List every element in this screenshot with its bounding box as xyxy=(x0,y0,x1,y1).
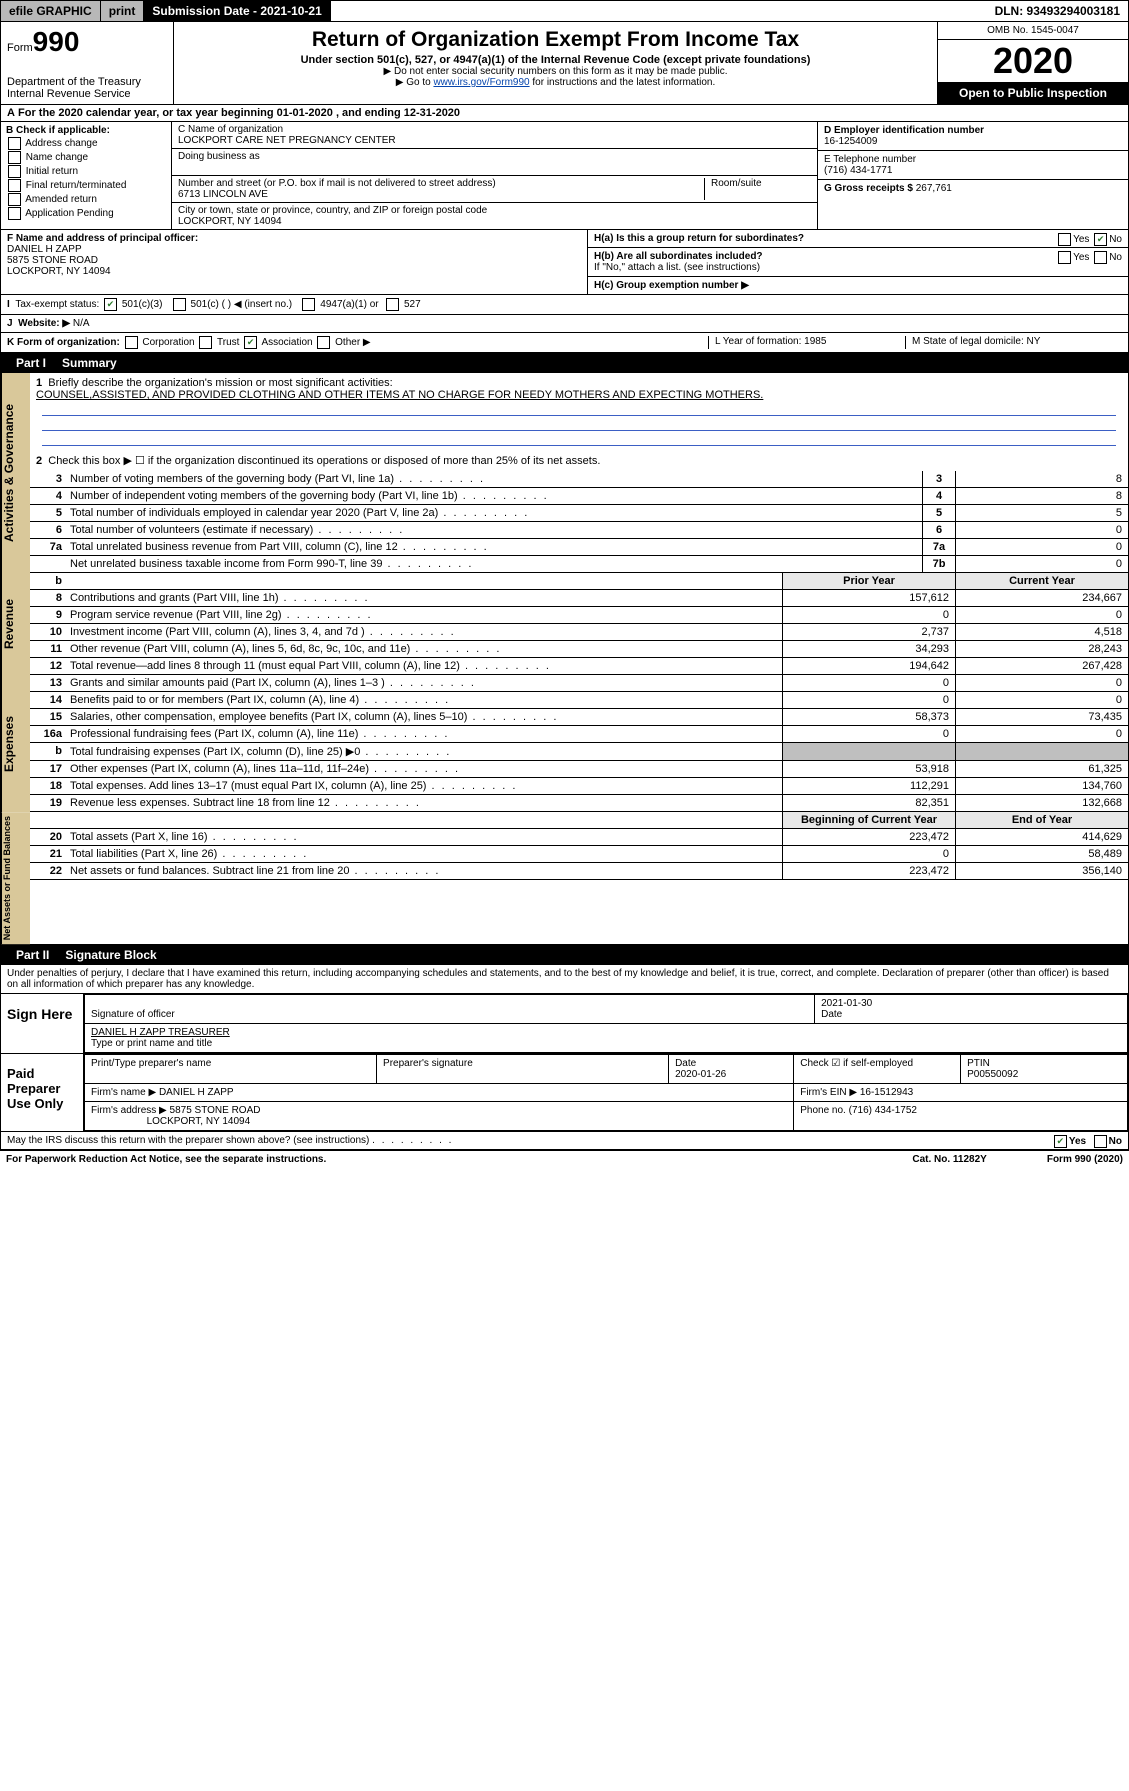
form-label: Form xyxy=(7,42,33,54)
row-l: L Year of formation: 1985 xyxy=(708,336,905,349)
box-f: F Name and address of principal officer:… xyxy=(1,230,588,294)
line-5: 5Total number of individuals employed in… xyxy=(30,505,1128,522)
line-12: 12Total revenue—add lines 8 through 11 (… xyxy=(30,658,1128,675)
irs-label: Internal Revenue Service xyxy=(7,88,167,100)
mission-text: COUNSEL,ASSISTED, AND PROVIDED CLOTHING … xyxy=(36,389,763,401)
year-box: OMB No. 1545-0047 2020 Open to Public In… xyxy=(937,22,1128,104)
efile-button[interactable]: efile GRAPHIC xyxy=(1,1,101,21)
form-header: Form990 Department of the Treasury Inter… xyxy=(0,22,1129,105)
dept-label: Department of the Treasury xyxy=(7,76,167,88)
tax-year: 2020 xyxy=(938,40,1128,82)
line-17: 17Other expenses (Part IX, column (A), l… xyxy=(30,761,1128,778)
perjury-declaration: Under penalties of perjury, I declare th… xyxy=(0,965,1129,994)
form-number: 990 xyxy=(33,26,80,57)
line-22: 22Net assets or fund balances. Subtract … xyxy=(30,863,1128,880)
dln: DLN: 93493294003181 xyxy=(987,1,1128,21)
box-c: C Name of organizationLOCKPORT CARE NET … xyxy=(172,122,818,229)
line-8: 8Contributions and grants (Part VIII, li… xyxy=(30,590,1128,607)
page-footer: For Paperwork Reduction Act Notice, see … xyxy=(0,1150,1129,1168)
rev-header: b Prior Year Current Year xyxy=(30,573,1128,590)
side-label-netassets: Net Assets or Fund Balances xyxy=(1,812,30,944)
box-h: H(a) Is this a group return for subordin… xyxy=(588,230,1128,294)
line-21: 21Total liabilities (Part X, line 26) 05… xyxy=(30,846,1128,863)
line-: Net unrelated business taxable income fr… xyxy=(30,556,1128,573)
part-ii-header: Part II Signature Block xyxy=(0,945,1129,965)
line-6: 6Total number of volunteers (estimate if… xyxy=(30,522,1128,539)
subtitle-3: ▶ Go to www.irs.gov/Form990 for instruct… xyxy=(180,77,931,88)
line-15: 15Salaries, other compensation, employee… xyxy=(30,709,1128,726)
line-13: 13Grants and similar amounts paid (Part … xyxy=(30,675,1128,692)
org-name: LOCKPORT CARE NET PREGNANCY CENTER xyxy=(178,135,396,146)
row-i: I Tax-exempt status: 501(c)(3) 501(c) ( … xyxy=(7,298,1122,311)
line-10: 10Investment income (Part VIII, column (… xyxy=(30,624,1128,641)
omb-number: OMB No. 1545-0047 xyxy=(938,22,1128,40)
line-19: 19Revenue less expenses. Subtract line 1… xyxy=(30,795,1128,812)
instructions-link[interactable]: www.irs.gov/Form990 xyxy=(433,77,529,88)
line-3: 3Number of voting members of the governi… xyxy=(30,471,1128,488)
line-20: 20Total assets (Part X, line 16) 223,472… xyxy=(30,829,1128,846)
line-14: 14Benefits paid to or for members (Part … xyxy=(30,692,1128,709)
line-11: 11Other revenue (Part VIII, column (A), … xyxy=(30,641,1128,658)
side-label-expenses: Expenses xyxy=(1,675,30,812)
title-box: Return of Organization Exempt From Incom… xyxy=(174,22,937,104)
street-address: 6713 LINCOLN AVE xyxy=(178,189,268,200)
paid-preparer-block: Paid Preparer Use Only Print/Type prepar… xyxy=(0,1054,1129,1132)
box-d-e-g: D Employer identification number16-12540… xyxy=(818,122,1128,229)
line-16a: 16aProfessional fundraising fees (Part I… xyxy=(30,726,1128,743)
form-id-box: Form990 Department of the Treasury Inter… xyxy=(1,22,174,104)
open-public-badge: Open to Public Inspection xyxy=(938,82,1128,104)
line-7a: 7aTotal unrelated business revenue from … xyxy=(30,539,1128,556)
gross-receipts: 267,761 xyxy=(916,183,952,194)
line-18: 18Total expenses. Add lines 13–17 (must … xyxy=(30,778,1128,795)
row-m: M State of legal domicile: NY xyxy=(905,336,1122,349)
form-title: Return of Organization Exempt From Incom… xyxy=(180,28,931,52)
line-2: 2 Check this box ▶ ☐ if the organization… xyxy=(30,450,1128,471)
period-row: A For the 2020 calendar year, or tax yea… xyxy=(0,105,1129,122)
city-state-zip: LOCKPORT, NY 14094 xyxy=(178,216,282,227)
net-header: Beginning of Current Year End of Year xyxy=(30,812,1128,829)
side-label-revenue: Revenue xyxy=(1,573,30,675)
line-4: 4Number of independent voting members of… xyxy=(30,488,1128,505)
part-i-header: Part I Summary xyxy=(0,353,1129,373)
subtitle-2: ▶ Do not enter social security numbers o… xyxy=(180,66,931,77)
discuss-row: May the IRS discuss this return with the… xyxy=(0,1132,1129,1150)
line-b: bTotal fundraising expenses (Part IX, co… xyxy=(30,743,1128,761)
submission-date: Submission Date - 2021-10-21 xyxy=(144,1,330,21)
row-j: J Website: ▶ N/A xyxy=(7,318,1122,329)
box-b: B Check if applicable: Address change Na… xyxy=(1,122,172,229)
row-k: K Form of organization: Corporation Trus… xyxy=(7,336,708,349)
side-label-governance: Activities & Governance xyxy=(1,373,30,573)
line-9: 9Program service revenue (Part VIII, lin… xyxy=(30,607,1128,624)
top-toolbar: efile GRAPHIC print Submission Date - 20… xyxy=(0,0,1129,22)
print-button[interactable]: print xyxy=(101,1,145,21)
ein: 16-1254009 xyxy=(824,136,877,147)
subtitle-1: Under section 501(c), 527, or 4947(a)(1)… xyxy=(180,54,931,66)
line-1: 1 Briefly describe the organization's mi… xyxy=(30,373,1128,450)
sign-here-block: Sign Here Signature of officer 2021-01-3… xyxy=(0,994,1129,1054)
telephone: (716) 434-1771 xyxy=(824,165,892,176)
